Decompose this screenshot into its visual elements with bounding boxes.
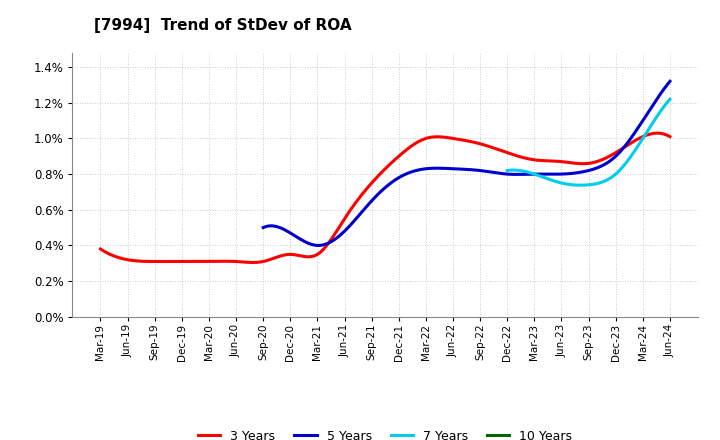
5 Years [503, 172, 511, 177]
7 Years [503, 168, 512, 173]
3 Years [96, 246, 105, 252]
3 Years [437, 134, 446, 139]
5 Years [603, 160, 612, 165]
7 Years [600, 179, 608, 184]
7 Years [665, 96, 674, 102]
3 Years [665, 134, 674, 139]
3 Years [578, 161, 587, 166]
Legend: 3 Years, 5 Years, 7 Years, 10 Years: 3 Years, 5 Years, 7 Years, 10 Years [193, 425, 577, 440]
Line: 7 Years: 7 Years [507, 99, 670, 185]
7 Years [651, 116, 660, 121]
3 Years [435, 134, 444, 139]
7 Years [576, 183, 585, 188]
5 Years [665, 79, 674, 84]
7 Years [600, 179, 609, 184]
7 Years [641, 132, 649, 138]
5 Years [629, 132, 637, 138]
3 Years [446, 136, 455, 141]
7 Years [503, 168, 511, 173]
3 Years [98, 248, 107, 253]
5 Years [509, 172, 518, 177]
7 Years [603, 177, 612, 183]
Line: 5 Years: 5 Years [264, 81, 670, 246]
3 Years [614, 148, 623, 154]
5 Years [260, 224, 269, 230]
Text: [7994]  Trend of StDev of ROA: [7994] Trend of StDev of ROA [94, 18, 351, 33]
5 Years [259, 225, 268, 230]
5 Years [313, 243, 322, 248]
5 Years [501, 171, 510, 176]
3 Years [652, 131, 661, 136]
Line: 3 Years: 3 Years [101, 133, 670, 263]
3 Years [248, 260, 257, 265]
